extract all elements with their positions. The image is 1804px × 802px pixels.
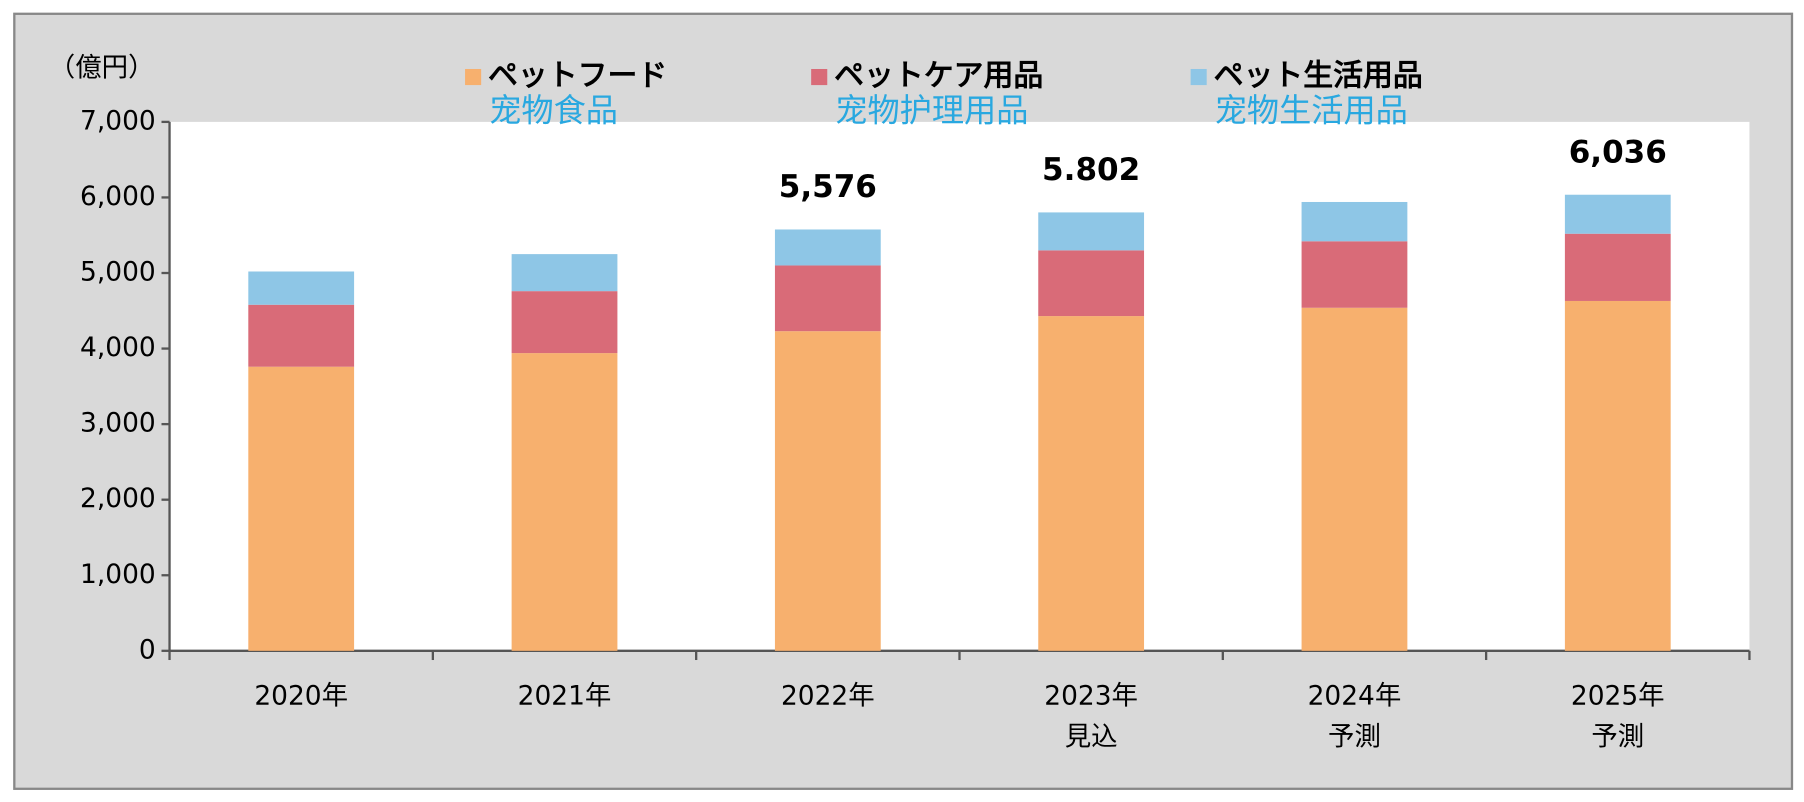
y-tick-label: 1,000 (80, 559, 156, 590)
bar-segment (1564, 233, 1671, 301)
x-tick-label: 2025年 (1571, 680, 1665, 711)
legend-translation: 宠物食品 (489, 92, 618, 130)
bar-segment (248, 271, 355, 305)
bar-segment (1564, 300, 1671, 651)
bar-segment (1301, 307, 1408, 651)
bar-segment (1038, 250, 1145, 317)
y-tick-label: 2,000 (80, 483, 156, 514)
legend-translation: 宠物生活用品 (1215, 92, 1408, 130)
bar-segment (774, 331, 881, 651)
y-axis-label: （億円） (49, 52, 155, 83)
x-tick-label: 2021年 (518, 680, 612, 711)
bar-segment (1038, 212, 1145, 251)
bar-segment (1301, 241, 1408, 308)
bar-segment (248, 304, 355, 367)
total-label: 5,576 (779, 169, 877, 205)
bar-segment (1038, 316, 1145, 651)
x-tick-label: 2022年 (781, 680, 875, 711)
x-tick-label: 2023年 (1044, 680, 1138, 711)
x-tick-label: 予測 (1328, 722, 1381, 753)
y-tick-label: 4,000 (80, 332, 156, 363)
y-tick-label: 5,000 (80, 257, 156, 288)
y-tick-label: 0 (139, 634, 156, 665)
total-label: 5.802 (1042, 152, 1140, 188)
x-tick-label: 見込 (1065, 722, 1118, 753)
x-tick-label: 2024年 (1308, 680, 1402, 711)
legend-swatch (811, 68, 828, 86)
legend-swatch (1190, 68, 1207, 86)
total-label: 6,036 (1569, 134, 1667, 170)
y-tick-label: 3,000 (80, 408, 156, 439)
legend-label: ペット生活用品 (1214, 59, 1423, 94)
legend-label: ペットケア用品 (834, 59, 1043, 94)
bar-segment (774, 229, 881, 266)
plot-area (169, 121, 1750, 651)
y-tick-label: 6,000 (80, 181, 156, 212)
x-tick-label: 予測 (1591, 722, 1644, 753)
y-tick-label: 7,000 (80, 105, 156, 136)
legend-swatch (465, 68, 482, 86)
bar-segment (774, 265, 881, 332)
bar-segment (1564, 194, 1671, 234)
x-tick-label: 2020年 (254, 680, 348, 711)
bar-segment (511, 353, 618, 651)
bar-segment (511, 291, 618, 354)
legend-translation: 宠物护理用品 (835, 92, 1028, 130)
bar-segment (1301, 201, 1408, 242)
bar-segment (511, 254, 618, 292)
legend-label: ペットフード (488, 59, 667, 94)
bar-segment (248, 366, 355, 651)
